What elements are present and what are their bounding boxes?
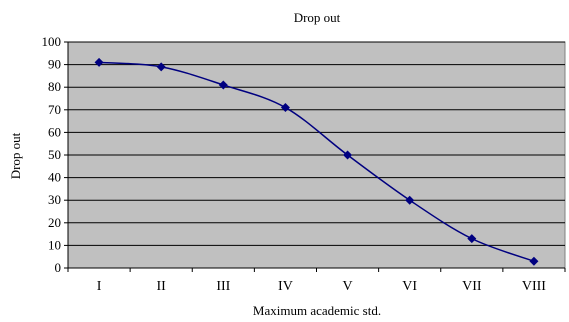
y-tick-label-7: 70: [48, 102, 61, 117]
chart-title: Drop out: [294, 10, 341, 25]
series-layer: [94, 57, 539, 266]
y-tick-label-0: 0: [55, 260, 62, 275]
y-tick-label-1: 10: [48, 237, 61, 252]
x-axis-label: Maximum academic std.: [253, 303, 381, 318]
y-axis-label: Drop out: [8, 132, 23, 179]
series-line-0: [99, 61, 535, 262]
data-point-4: [343, 150, 353, 160]
y-tick-label-8: 80: [48, 79, 61, 94]
data-point-6: [467, 234, 477, 244]
x-tick-label-4: V: [343, 279, 353, 294]
x-tick-label-3: IV: [278, 279, 293, 294]
y-tick-label-10: 100: [42, 34, 62, 49]
data-point-1: [156, 62, 166, 72]
x-axis-ticks: I II III IV V VI VII VIII: [67, 267, 566, 294]
y-tick-label-2: 20: [48, 215, 61, 230]
y-tick-label-4: 40: [48, 170, 61, 185]
x-tick-label-1: II: [157, 279, 167, 294]
y-tick-label-9: 90: [48, 57, 61, 72]
data-point-3: [280, 103, 290, 113]
y-tick-label-6: 60: [48, 124, 61, 139]
y-tick-label-3: 30: [48, 192, 61, 207]
data-point-2: [218, 80, 228, 90]
y-axis-ticks: 0 10 20 30 40 50 60 70 80 90 100: [42, 34, 69, 275]
x-tick-label-0: I: [97, 279, 102, 294]
data-point-7: [529, 256, 539, 266]
x-tick-label-5: VI: [402, 279, 417, 294]
data-point-5: [405, 195, 415, 205]
x-tick-label-7: VIII: [522, 279, 546, 294]
data-point-0: [94, 57, 104, 67]
gridlines: [68, 41, 565, 246]
x-tick-label-2: III: [216, 279, 230, 294]
y-tick-label-5: 50: [48, 147, 61, 162]
x-tick-label-6: VII: [462, 279, 482, 294]
